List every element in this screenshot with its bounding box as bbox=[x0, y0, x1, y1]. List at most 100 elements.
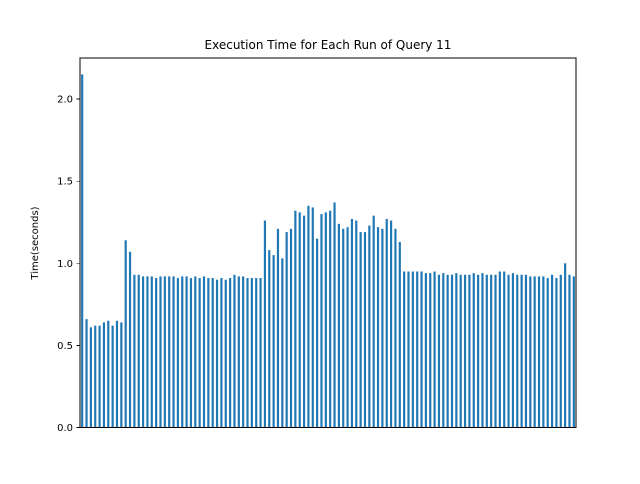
bar bbox=[233, 274, 236, 428]
bar bbox=[416, 271, 419, 428]
bar bbox=[390, 220, 393, 428]
bar bbox=[542, 276, 545, 428]
y-axis-label: Time(seconds) bbox=[30, 206, 41, 280]
bar bbox=[85, 319, 88, 428]
bar bbox=[181, 276, 184, 428]
bar bbox=[229, 278, 232, 428]
bar bbox=[494, 274, 497, 428]
bar bbox=[472, 273, 475, 428]
bar bbox=[194, 276, 197, 428]
bar bbox=[94, 325, 97, 428]
bar bbox=[207, 278, 210, 428]
bar bbox=[442, 273, 445, 428]
bar bbox=[168, 276, 171, 428]
bar bbox=[285, 232, 288, 428]
bar bbox=[376, 227, 380, 428]
bar bbox=[115, 320, 119, 428]
bar bbox=[337, 223, 340, 428]
bar bbox=[381, 228, 384, 428]
bar bbox=[237, 276, 240, 428]
bar bbox=[172, 276, 175, 428]
bar bbox=[185, 276, 188, 428]
bar bbox=[333, 202, 336, 428]
bar bbox=[511, 273, 514, 428]
bar bbox=[368, 225, 371, 428]
bar bbox=[529, 276, 532, 428]
bar bbox=[355, 220, 358, 428]
bar bbox=[272, 255, 275, 428]
bar bbox=[572, 276, 575, 428]
bar bbox=[176, 278, 179, 428]
bar bbox=[137, 274, 140, 428]
bar bbox=[255, 278, 258, 428]
bar bbox=[359, 232, 362, 428]
bar bbox=[320, 214, 323, 428]
bars-layer bbox=[81, 74, 575, 428]
y-tick-label: 1.0 bbox=[57, 259, 73, 270]
bar bbox=[211, 278, 214, 428]
y-tick-label: 1.5 bbox=[57, 177, 73, 188]
bar bbox=[107, 320, 110, 428]
bar bbox=[350, 218, 354, 428]
bar bbox=[120, 322, 123, 428]
bar bbox=[163, 276, 166, 428]
bar bbox=[224, 279, 227, 428]
bar bbox=[555, 278, 558, 428]
bar bbox=[498, 271, 501, 428]
bar bbox=[429, 273, 432, 428]
chart-title: Execution Time for Each Run of Query 11 bbox=[205, 38, 452, 52]
bar bbox=[485, 274, 488, 428]
bar bbox=[455, 273, 458, 428]
bar bbox=[150, 276, 153, 428]
bar bbox=[363, 232, 367, 428]
bar bbox=[250, 278, 253, 428]
bar bbox=[102, 322, 106, 428]
bar bbox=[403, 271, 406, 428]
bar bbox=[276, 228, 280, 428]
bar bbox=[307, 205, 310, 428]
bar bbox=[202, 276, 206, 428]
bar bbox=[468, 274, 471, 428]
bar bbox=[516, 274, 519, 428]
bar bbox=[263, 220, 266, 428]
bar bbox=[424, 273, 427, 428]
bar bbox=[446, 274, 449, 428]
bar bbox=[329, 210, 332, 428]
bar bbox=[550, 274, 554, 428]
plot-frame bbox=[79, 57, 577, 428]
bar bbox=[437, 274, 441, 428]
y-tick-label: 0.0 bbox=[57, 423, 73, 434]
bar bbox=[372, 215, 375, 428]
bar bbox=[407, 271, 410, 428]
bar bbox=[537, 276, 541, 428]
bar bbox=[259, 278, 262, 428]
bar bbox=[311, 207, 314, 428]
bar bbox=[477, 274, 480, 428]
bar bbox=[89, 327, 92, 428]
bar bbox=[124, 240, 127, 428]
y-tick-label: 2.0 bbox=[57, 95, 73, 106]
bar bbox=[420, 271, 423, 428]
axes-layer bbox=[79, 57, 577, 428]
y-ticks: 0.0 0.5 1.0 1.5 2.0 bbox=[57, 95, 80, 434]
bar bbox=[346, 227, 349, 428]
bar bbox=[324, 212, 327, 428]
bar bbox=[394, 228, 397, 428]
bar bbox=[128, 251, 132, 428]
bar bbox=[215, 279, 219, 428]
bar bbox=[450, 274, 454, 428]
bar bbox=[298, 212, 301, 428]
bar bbox=[268, 250, 271, 428]
bar bbox=[289, 228, 293, 428]
bar bbox=[481, 273, 484, 428]
bar bbox=[189, 278, 193, 428]
bar bbox=[524, 274, 528, 428]
bar bbox=[155, 278, 158, 428]
bar bbox=[302, 215, 306, 428]
bar bbox=[159, 276, 162, 428]
bar bbox=[490, 274, 493, 428]
bar bbox=[98, 325, 101, 428]
bar bbox=[316, 238, 319, 428]
